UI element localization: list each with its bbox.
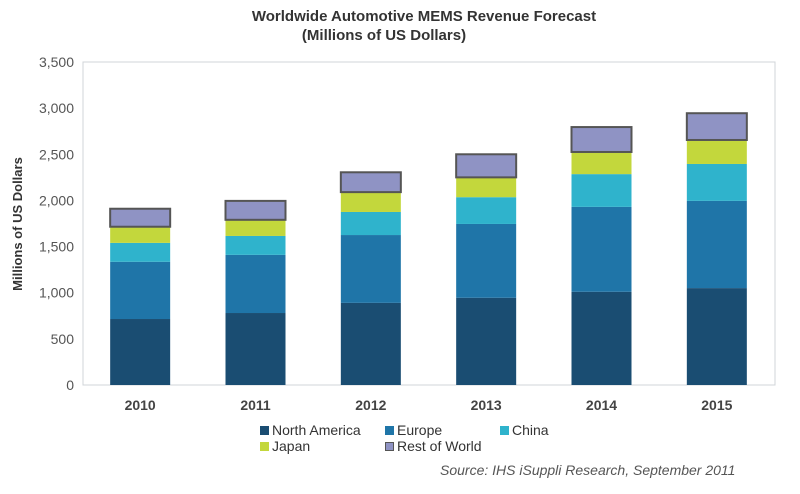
bar-segment-north-america-2013 [456,297,517,385]
y-tick-label: 3,500 [39,54,74,70]
bar-segment-china-2012 [340,211,401,236]
bar-segment-rest-of-world-2015 [685,112,748,141]
plot-frame [82,61,776,386]
y-tick-label: 500 [51,331,75,347]
bar-segment-europe-2010 [110,261,171,320]
y-axis-label: Millions of US Dollars [10,157,25,291]
legend-item-china: China [500,422,549,438]
y-axis-ticks: 0 500 1,000 1,500 2,000 2,500 3,000 3,500 [39,54,74,393]
bar-segment-japan-2013 [456,177,517,198]
bar-segment-japan-2010 [110,226,171,243]
legend-label: Rest of World [397,438,482,454]
legend-item-europe: Europe [385,422,442,438]
x-tick-label: 2011 [240,397,271,413]
bar-segment-north-america-2011 [225,313,286,385]
bar-segment-rest-of-world-2012 [339,171,402,194]
bar-segment-north-america-2015 [686,288,747,385]
x-tick-label: 2010 [125,397,156,413]
bar-segment-china-2014 [571,174,632,207]
bar-segment-europe-2014 [571,206,632,292]
bar-segment-north-america-2010 [110,319,171,385]
x-tick-label: 2014 [586,397,617,413]
bar-segment-rest-of-world-2014 [570,126,633,153]
chart-subtitle: (Millions of US Dollars) [301,27,467,44]
bar-segment-europe-2012 [340,235,401,303]
legend-label: China [512,422,549,438]
y-tick-label: 1,500 [39,239,74,255]
legend-label: North America [272,422,361,438]
x-tick-label: 2013 [471,397,502,413]
legend-item-rest-of-world: Rest of World [385,438,482,454]
bar-segment-japan-2014 [571,151,632,175]
bar-segment-japan-2011 [225,219,286,236]
legend-label: Japan [272,438,311,454]
legend-swatch-europe [385,425,394,435]
legend-label: Europe [397,422,443,438]
y-tick-label: 2,000 [39,192,74,208]
source-note: Source: IHS iSuppli Research, September … [440,462,736,478]
bar-segment-china-2011 [225,235,286,255]
bar-segment-europe-2015 [686,200,747,289]
chart-title: Worldwide Automotive MEMS Revenue Foreca… [251,8,597,25]
legend-swatch-rest-of-world [385,441,394,451]
bar-segment-china-2013 [456,197,517,224]
legend-swatch-china [500,425,509,435]
bar-segment-rest-of-world-2011 [224,199,287,221]
bars [109,112,748,385]
bar-segment-china-2015 [686,163,747,201]
legend-item-north-america: North America [260,422,361,438]
y-tick-label: 1,000 [39,285,74,301]
bar-segment-north-america-2014 [571,291,632,385]
x-tick-label: 2012 [355,397,386,413]
y-tick-label: 0 [66,377,74,393]
bar-segment-europe-2013 [456,223,517,298]
legend-swatch-north-america [260,425,269,435]
bar-segment-rest-of-world-2013 [455,153,518,179]
bar-segment-rest-of-world-2010 [109,207,172,228]
x-tick-label: 2015 [701,397,732,413]
bar-segment-china-2010 [110,242,171,262]
legend-item-japan: Japan [260,438,310,454]
bar-segment-japan-2015 [686,139,747,164]
y-tick-label: 3,000 [39,100,74,116]
x-axis-ticks: 2010 2011 2012 2013 2014 2015 [125,397,733,413]
y-tick-label: 2,500 [39,146,74,162]
bar-segment-north-america-2012 [340,302,401,385]
legend-swatch-japan [260,441,269,451]
bar-segment-europe-2011 [225,254,286,314]
bar-segment-japan-2012 [340,192,401,212]
